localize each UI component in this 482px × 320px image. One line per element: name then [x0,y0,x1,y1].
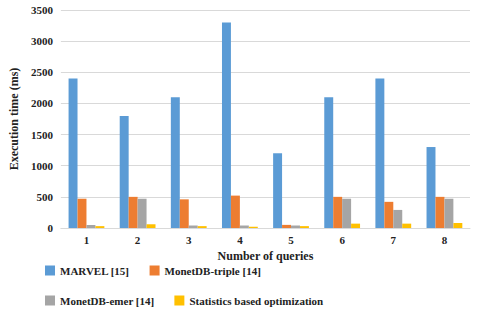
svg-text:7: 7 [391,234,397,246]
svg-text:8: 8 [442,234,448,246]
svg-text:Number of queries: Number of queries [218,249,314,263]
svg-text:3: 3 [186,234,192,246]
svg-text:MonetDB-emer [14]: MonetDB-emer [14] [60,295,154,307]
svg-text:6: 6 [339,234,345,246]
svg-text:2: 2 [135,234,141,246]
svg-text:5: 5 [288,234,294,246]
svg-text:1500: 1500 [31,129,54,141]
svg-text:2000: 2000 [31,97,54,109]
svg-text:Execution time (ms): Execution time (ms) [7,68,21,171]
svg-text:MonetDB-triple [14]: MonetDB-triple [14] [165,265,261,277]
svg-text:2500: 2500 [31,66,54,78]
svg-text:MARVEL [15]: MARVEL [15] [60,265,129,277]
svg-text:1000: 1000 [31,160,54,172]
svg-text:3000: 3000 [31,35,54,47]
svg-text:4: 4 [237,234,243,246]
svg-text:Statistics based optimization: Statistics based optimization [189,295,323,307]
svg-text:500: 500 [36,191,53,203]
svg-text:3500: 3500 [31,4,54,16]
svg-text:1: 1 [84,234,90,246]
svg-text:0: 0 [47,222,53,234]
